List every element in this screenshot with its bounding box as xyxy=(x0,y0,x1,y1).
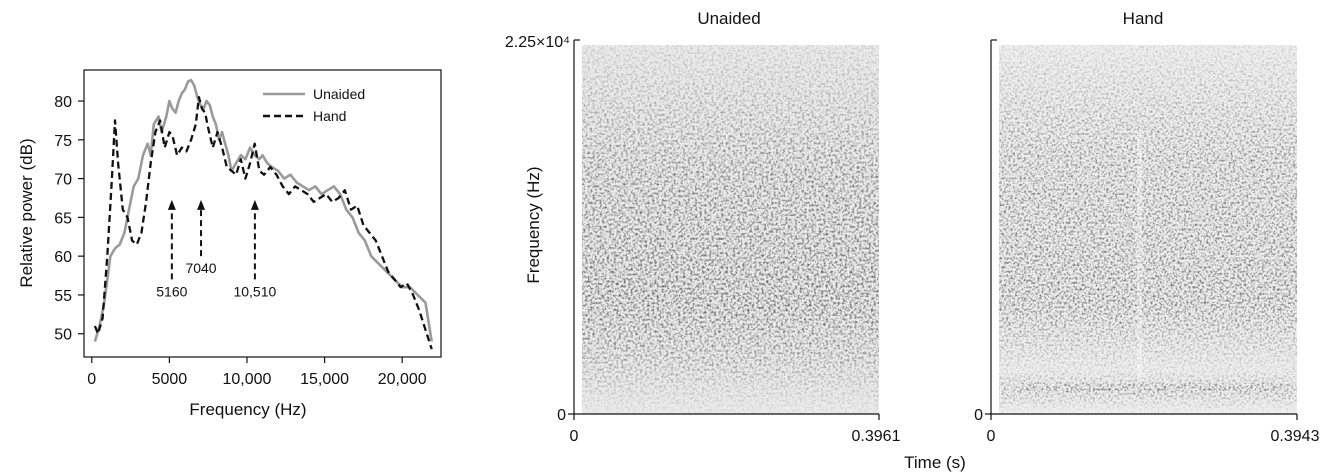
x-tick-label: 15,000 xyxy=(300,371,349,388)
y-tick-label: 50 xyxy=(54,327,72,344)
x-tick-label: 20,000 xyxy=(378,371,427,388)
spectrogram-hand-vertical-streak xyxy=(1137,130,1142,380)
y-tick-label: 70 xyxy=(54,172,72,189)
y-tick-label: 75 xyxy=(54,133,72,150)
series-lines xyxy=(93,78,433,350)
time-axis-label: Time (s) xyxy=(904,453,966,472)
annotation-arrow-head xyxy=(197,199,206,210)
y-tick-label-top: 2.25×10⁴ xyxy=(505,34,570,51)
x-axis-ticks: 0 5000 10,000 15,000 20,000 xyxy=(87,357,427,388)
y-tick-label: 60 xyxy=(54,249,72,266)
y-axis-ticks: 50 55 60 65 70 75 80 xyxy=(54,94,84,344)
annotation-label: 10,510 xyxy=(233,283,276,299)
x-tick-label-start: 0 xyxy=(570,428,579,445)
spectrogram-hand-band xyxy=(1020,383,1290,391)
series-line-unaided xyxy=(93,78,433,342)
legend: Unaided Hand xyxy=(263,86,365,124)
spectrogram-hand-title: Hand xyxy=(1123,9,1164,28)
y-tick-label: 55 xyxy=(54,288,72,305)
spectrogram-unaided-title: Unaided xyxy=(697,9,760,28)
annotation-label: 7040 xyxy=(185,260,216,276)
spectrogram-unaided-image xyxy=(582,45,879,414)
plot-frame xyxy=(83,69,442,358)
spectrogram-hand: Hand 0 0 0.3943 xyxy=(974,9,1319,445)
x-tick-label: 5000 xyxy=(152,371,188,388)
x-axis-label: Frequency (Hz) xyxy=(189,400,306,419)
series-line-hand xyxy=(93,95,433,350)
y-tick-label: 65 xyxy=(54,210,72,227)
y-tick-label-zero: 0 xyxy=(557,407,566,424)
y-tick-label: 80 xyxy=(54,94,72,111)
power-spectrum-chart: 50 55 60 65 70 75 80 0 5000 10,000 15,000 20,000 5… xyxy=(17,69,442,419)
annotation-label: 5160 xyxy=(156,283,187,299)
legend-label-unaided: Unaided xyxy=(313,86,365,102)
x-tick-label: 0 xyxy=(87,371,96,388)
legend-label-hand: Hand xyxy=(313,108,346,124)
spectrogram-y-axis-label: Frequency (Hz) xyxy=(524,166,543,283)
spectrogram-hand-image xyxy=(999,45,1297,414)
y-axis-label: Relative power (dB) xyxy=(17,138,36,287)
annotation-arrow-head xyxy=(250,199,259,210)
peak-annotations: 5160 7040 10,510 xyxy=(156,199,277,299)
annotation-arrow-head xyxy=(167,199,176,210)
y-tick-label-zero: 0 xyxy=(974,407,983,424)
x-tick-label: 10,000 xyxy=(223,371,272,388)
x-tick-label-start: 0 xyxy=(987,428,996,445)
x-tick-label-end: 0.3943 xyxy=(1271,428,1320,445)
spectrogram-unaided: Unaided 2.25×10⁴ 0 0 0.3961 Frequency (H… xyxy=(505,9,901,445)
x-tick-label-end: 0.3961 xyxy=(852,428,901,445)
